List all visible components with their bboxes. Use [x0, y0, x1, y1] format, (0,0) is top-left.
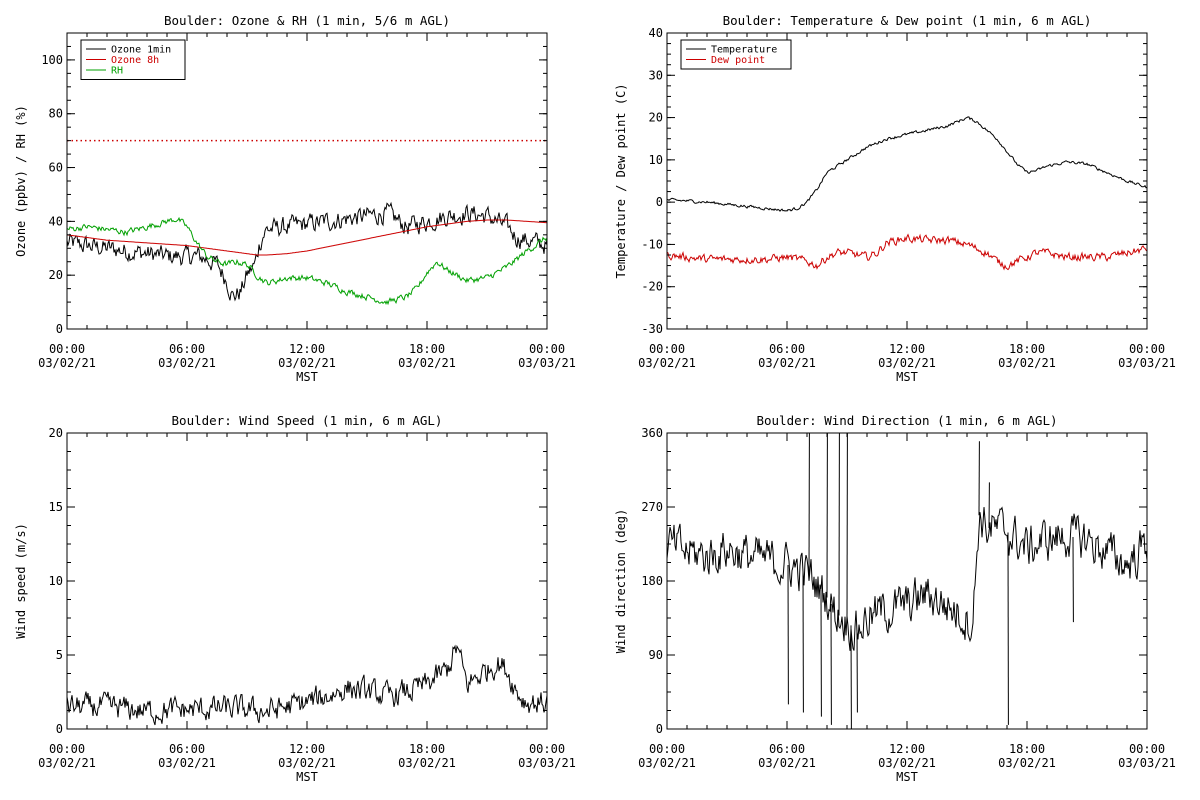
y-tick-label: -30 [641, 322, 663, 336]
legend-box [680, 39, 792, 70]
y-tick-label: 20 [649, 111, 663, 125]
y-axis-label: Wind speed (m/s) [14, 523, 28, 639]
chart-temp-dew: Boulder: Temperature & Dew point (1 min,… [614, 13, 1176, 384]
x-tick-label-time: 18:00 [409, 342, 445, 356]
x-axis-label: MST [896, 770, 918, 784]
x-tick-label-time: 12:00 [289, 342, 325, 356]
x-tick-label-date: 03/02/21 [758, 356, 816, 370]
x-tick-label-time: 12:00 [889, 342, 925, 356]
plot-frame [666, 432, 1148, 730]
y-tick-label: 60 [49, 161, 63, 175]
y-tick-label: 360 [641, 426, 663, 440]
x-tick-label-time: 00:00 [49, 742, 85, 756]
y-tick-label: 100 [41, 53, 63, 67]
y-axis-label: Ozone (ppbv) / RH (%) [14, 105, 28, 257]
y-tick-label: 10 [49, 574, 63, 588]
x-tick-label-time: 00:00 [529, 342, 565, 356]
legend-entry: Dew point [711, 55, 765, 66]
x-tick-label-date: 03/02/21 [998, 756, 1056, 770]
y-tick-label: 0 [56, 322, 63, 336]
y-tick-label: 0 [56, 722, 63, 736]
legend-entry: Ozone 1min [111, 45, 171, 56]
x-tick-label-date: 03/03/21 [1118, 756, 1176, 770]
x-tick-label-date: 03/02/21 [878, 356, 936, 370]
x-tick-label-time: 12:00 [289, 742, 325, 756]
y-tick-label: -10 [641, 237, 663, 251]
chart-ozone-rh: Boulder: Ozone & RH (1 min, 5/6 m AGL) 0 2… [14, 13, 576, 384]
y-tick-label: 270 [641, 500, 663, 514]
x-tick-label-date: 03/03/21 [1118, 356, 1176, 370]
y-tick-label: 40 [49, 214, 63, 228]
x-axis-label: MST [896, 370, 918, 384]
x-tick-label-time: 00:00 [529, 742, 565, 756]
series-wind-speed [67, 644, 547, 726]
x-tick-label-date: 03/02/21 [38, 356, 96, 370]
x-tick-label-date: 03/02/21 [638, 756, 696, 770]
x-tick-label-date: 03/02/21 [38, 756, 96, 770]
y-tick-label: 0 [656, 722, 663, 736]
legend-entry: RH [111, 66, 123, 77]
chart-title: Boulder: Temperature & Dew point (1 min,… [723, 13, 1092, 28]
y-axis-label: Temperature / Dew point (C) [614, 83, 628, 278]
x-tick-label-date: 03/02/21 [158, 756, 216, 770]
y-tick-label: 40 [649, 26, 663, 40]
x-tick-label-time: 00:00 [649, 742, 685, 756]
series-temperature [667, 116, 1147, 212]
y-tick-label: 30 [649, 68, 663, 82]
x-tick-label-date: 03/02/21 [398, 756, 456, 770]
x-tick-label-time: 12:00 [889, 742, 925, 756]
series-ozone-8h [67, 219, 547, 256]
x-tick-label-date: 03/02/21 [758, 756, 816, 770]
plot-frame [66, 432, 548, 730]
chart-title: Boulder: Wind Speed (1 min, 6 m AGL) [172, 413, 443, 428]
series-rh [67, 216, 547, 306]
y-tick-label: 0 [656, 195, 663, 209]
x-tick-label-time: 06:00 [169, 342, 205, 356]
chart-title: Boulder: Ozone & RH (1 min, 5/6 m AGL) [164, 13, 450, 28]
x-tick-label-time: 00:00 [1129, 742, 1165, 756]
series-wind-direction [667, 506, 1147, 651]
y-tick-label: 80 [49, 107, 63, 121]
legend-entry: Temperature [711, 45, 777, 56]
x-tick-label-date: 03/02/21 [278, 756, 336, 770]
x-tick-label-date: 03/02/21 [398, 356, 456, 370]
x-tick-label-time: 18:00 [1009, 742, 1045, 756]
plot-frame [666, 32, 1148, 330]
x-tick-label-time: 00:00 [49, 342, 85, 356]
y-tick-label: 90 [649, 648, 663, 662]
x-tick-label-date: 03/03/21 [518, 356, 576, 370]
y-axis-label: Wind direction (deg) [614, 509, 628, 654]
chart-wind-speed: Boulder: Wind Speed (1 min, 6 m AGL) 0 5 10… [14, 413, 576, 784]
y-tick-label: 10 [649, 153, 663, 167]
x-axis-label: MST [296, 770, 318, 784]
x-tick-label-date: 03/02/21 [278, 356, 336, 370]
x-tick-label-date: 03/03/21 [518, 756, 576, 770]
series-dew-point [667, 233, 1147, 271]
y-tick-label: 180 [641, 574, 663, 588]
chart-title: Boulder: Wind Direction (1 min, 6 m AGL) [756, 413, 1057, 428]
legend-entry: Ozone 8h [111, 55, 159, 66]
y-tick-label: 20 [49, 268, 63, 282]
x-tick-label-time: 06:00 [769, 342, 805, 356]
x-tick-label-time: 00:00 [649, 342, 685, 356]
x-tick-label-time: 18:00 [1009, 342, 1045, 356]
x-tick-label-time: 06:00 [769, 742, 805, 756]
x-tick-label-time: 06:00 [169, 742, 205, 756]
x-tick-label-date: 03/02/21 [158, 356, 216, 370]
y-tick-label: 5 [56, 648, 63, 662]
chart-wind-dir: Boulder: Wind Direction (1 min, 6 m AGL)… [614, 413, 1176, 784]
x-axis-label: MST [296, 370, 318, 384]
series-ozone-1min [67, 201, 547, 302]
x-tick-label-date: 03/02/21 [878, 756, 936, 770]
x-tick-label-time: 00:00 [1129, 342, 1165, 356]
x-tick-label-date: 03/02/21 [638, 356, 696, 370]
x-tick-label-time: 18:00 [409, 742, 445, 756]
y-tick-label: 15 [49, 500, 63, 514]
y-tick-label: 20 [49, 426, 63, 440]
y-tick-label: -20 [641, 280, 663, 294]
x-tick-label-date: 03/02/21 [998, 356, 1056, 370]
